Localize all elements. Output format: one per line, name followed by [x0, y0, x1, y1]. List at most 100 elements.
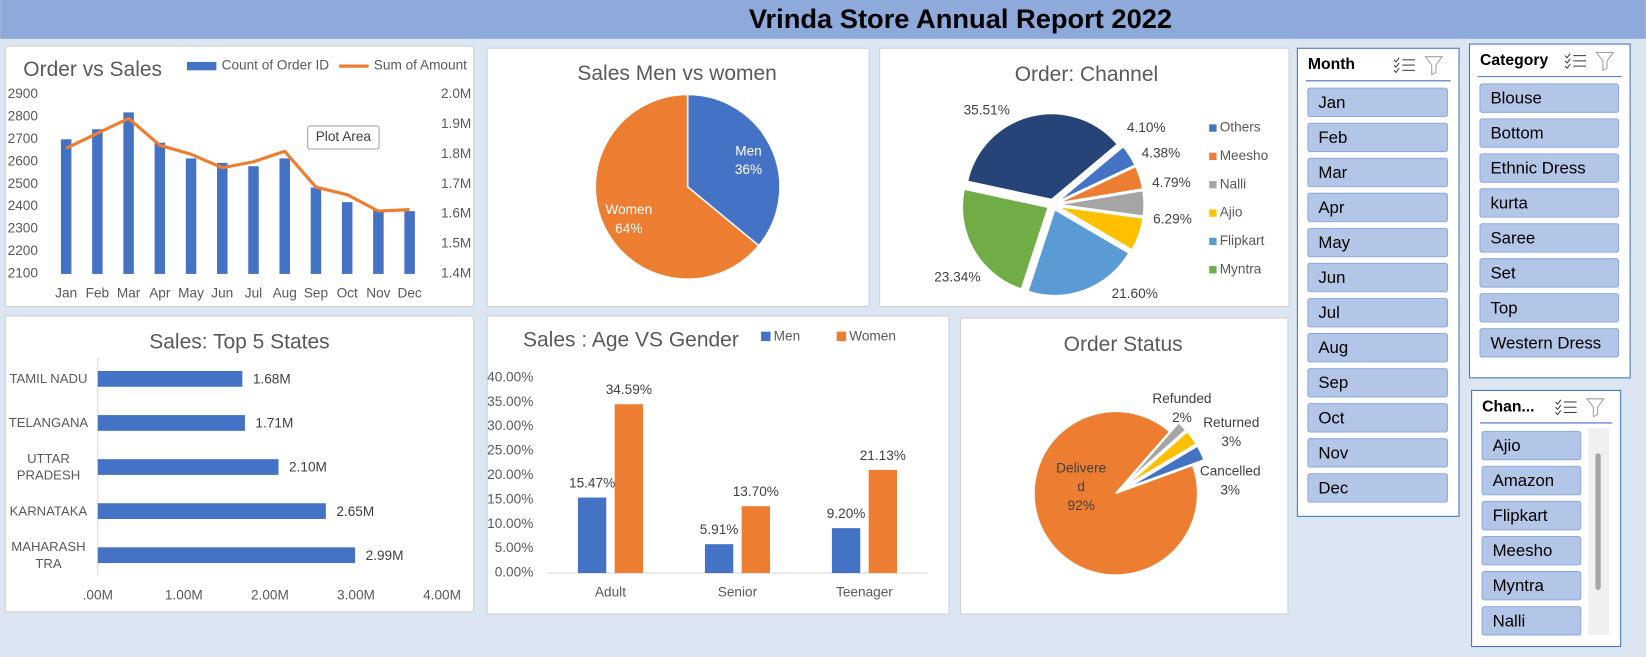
category-label: MAHARASHTRA [2, 534, 94, 576]
slicer-item-label[interactable]: Jul [1318, 303, 1339, 322]
y-tick-label: 10.00% [487, 516, 533, 531]
slicer-item[interactable] [1479, 258, 1620, 288]
legend-label: Myntra [1220, 261, 1262, 276]
slicer-item-label[interactable]: Aug [1318, 338, 1348, 357]
slicer-item-label[interactable]: Set [1490, 263, 1516, 282]
pie-label-box: Cancelled 3% [1200, 463, 1261, 498]
slicer-item-label[interactable]: Saree [1490, 228, 1535, 247]
legend-label: Ajio [1220, 205, 1243, 220]
slicer-item-label[interactable]: Jun [1318, 268, 1345, 287]
slicer-item-label[interactable]: Apr [1318, 198, 1345, 217]
chart-title: Sales: Top 5 States [149, 331, 329, 354]
value-label: 2.10M [289, 460, 327, 475]
slicer-item[interactable] [1307, 87, 1448, 118]
clear-filter-button[interactable] [1586, 398, 1605, 418]
bar [373, 209, 384, 274]
clear-filter-button[interactable] [1424, 56, 1444, 76]
category-label-box: KARNATAKA [10, 504, 88, 519]
slicer-item[interactable] [1479, 223, 1620, 253]
slicer-item[interactable] [1307, 262, 1448, 293]
pie-label-box: Returned 3% [1203, 414, 1260, 450]
bar [97, 415, 245, 431]
bar [614, 404, 644, 574]
slicer-item[interactable] [1479, 328, 1620, 358]
slicer-item-label[interactable]: Blouse [1490, 89, 1541, 108]
pie-label-box: Men 36% [707, 129, 791, 192]
pie-label: 4.10% [1115, 97, 1178, 160]
slicer-item[interactable] [1307, 333, 1448, 363]
slicer-item[interactable] [1481, 465, 1582, 496]
pie-label-box: 23.34% [934, 269, 980, 285]
value-label: 1.71M [255, 416, 293, 431]
legend-label: Women [849, 329, 896, 344]
y2-tick-label: 1.4M [441, 266, 471, 281]
pie-label-name: Refunded [1152, 390, 1212, 407]
slicer-item[interactable] [1481, 606, 1582, 636]
category-label-text: MAHARASHTRA [11, 539, 86, 571]
bar [831, 528, 861, 574]
slicer-title: Chan... [1482, 398, 1534, 415]
legend-label: Flipkart [1220, 233, 1265, 248]
slicer-item-label[interactable]: Nov [1318, 443, 1348, 462]
y2-tick-label: 1.8M [441, 146, 471, 161]
slicer-item[interactable] [1307, 473, 1448, 503]
legend-label: Count of Order ID [222, 58, 330, 73]
slicer-item-label[interactable]: Flipkart [1493, 506, 1548, 525]
slicer-item[interactable] [1481, 430, 1582, 461]
slicer-item[interactable] [1479, 83, 1620, 113]
y-tick-label: 2900 [8, 86, 39, 101]
legend-swatch [1209, 266, 1217, 274]
legend-label: Others [1220, 120, 1261, 135]
slicer-item[interactable] [1307, 297, 1448, 328]
value-label: 2.65M [336, 504, 374, 519]
category-label-text: TELANGANA [8, 415, 89, 431]
y-tick-label: 0.00% [495, 565, 534, 580]
slicer-item[interactable] [1307, 438, 1448, 468]
slicer-item[interactable] [1307, 157, 1448, 188]
x-tick-label: Apr [149, 285, 171, 300]
slicer-item-label[interactable]: May [1318, 233, 1350, 252]
chart-title: Sales : Age VS Gender [523, 329, 739, 352]
slicer-item-label[interactable]: Amazon [1493, 471, 1555, 490]
clear-filter-button[interactable] [1595, 51, 1615, 72]
slicer-item-label[interactable]: Ethnic Dress [1490, 159, 1585, 178]
slicer-item[interactable] [1307, 192, 1448, 223]
slicer-item-label[interactable]: Myntra [1493, 576, 1545, 595]
slicer-item-label[interactable]: Sep [1318, 373, 1348, 392]
slicer-item[interactable] [1307, 368, 1448, 398]
chart-title: Order Status [1064, 333, 1183, 356]
slicer-item-label[interactable]: Jan [1318, 93, 1345, 112]
slicer-item-label[interactable]: kurta [1490, 193, 1528, 212]
slicer-item[interactable] [1481, 571, 1582, 601]
slicer-item[interactable] [1479, 153, 1620, 183]
pie-label-box: 4.10% [1115, 97, 1178, 160]
slicer-item[interactable] [1479, 188, 1620, 218]
x-tick-label: Mar [117, 285, 141, 300]
slicer-item-label[interactable]: Bottom [1490, 124, 1543, 143]
slicer-item-label[interactable]: Nalli [1493, 611, 1526, 630]
slicer-item[interactable] [1479, 118, 1620, 148]
slicer-item-label[interactable]: Ajio [1493, 436, 1521, 455]
category-label-box: TELANGANA [8, 415, 89, 431]
x-tick-label: Sep [304, 285, 328, 300]
slicer-item[interactable] [1307, 227, 1448, 258]
y2-tick-label: 1.7M [441, 176, 471, 191]
slicer-item[interactable] [1307, 122, 1448, 153]
x-tick-label: Teenager [836, 585, 893, 600]
slicer-item-label[interactable]: Feb [1318, 128, 1347, 147]
pie-label: Men 36% [707, 129, 791, 192]
slicer-item-label[interactable]: Oct [1318, 408, 1344, 427]
slicer-item[interactable] [1307, 403, 1448, 433]
slicer-item-label[interactable]: Top [1490, 298, 1517, 317]
slicer-item-label[interactable]: Dec [1318, 478, 1348, 497]
y-tick-label: 2500 [8, 176, 39, 191]
slicer-item[interactable] [1479, 293, 1620, 323]
slicer-item-label[interactable]: Meesho [1493, 541, 1553, 560]
slicer-item[interactable] [1481, 500, 1582, 531]
pie-label-name: Returned [1203, 414, 1260, 431]
slicer-item[interactable] [1481, 535, 1582, 566]
slicer-item-label[interactable]: Western Dress [1490, 333, 1601, 352]
legend-swatch [1209, 237, 1217, 246]
y-tick-label: 2200 [8, 243, 39, 258]
slicer-item-label[interactable]: Mar [1318, 163, 1347, 182]
